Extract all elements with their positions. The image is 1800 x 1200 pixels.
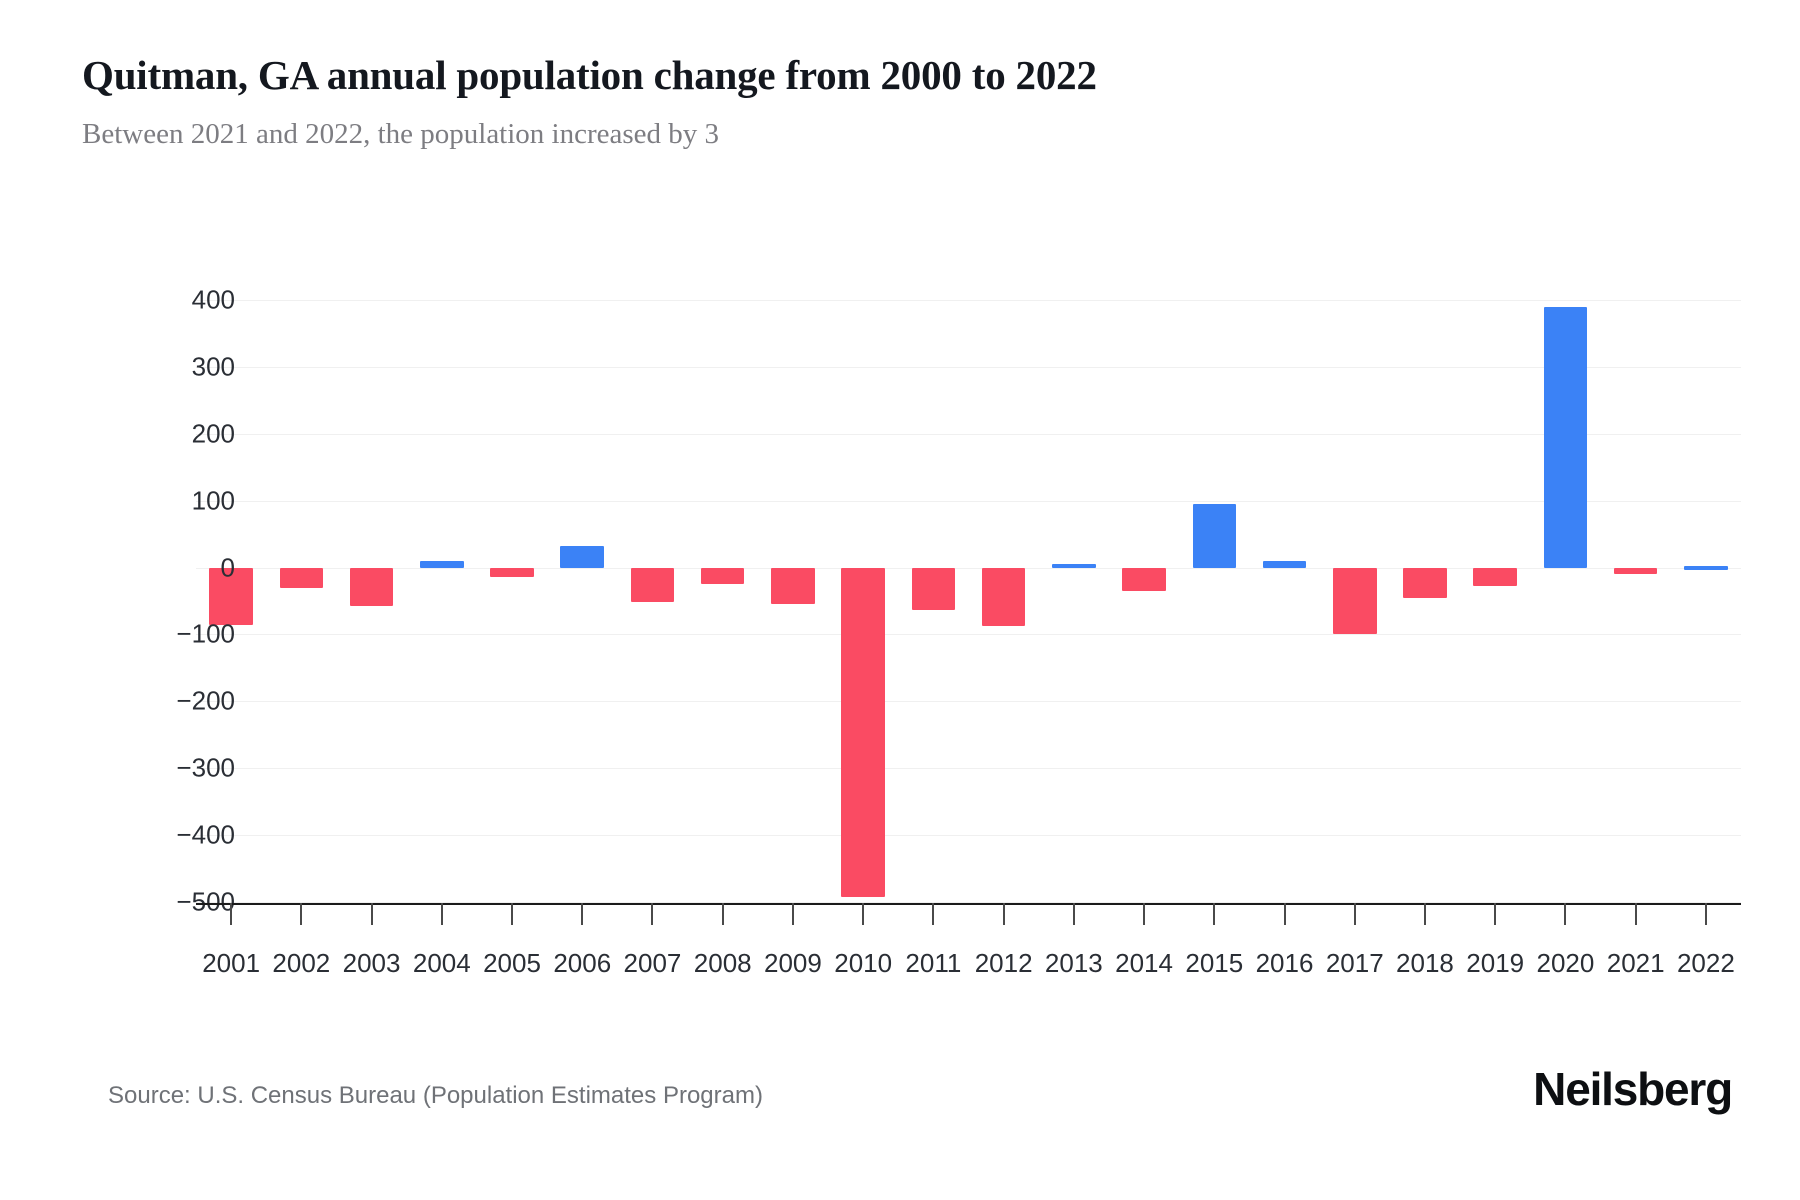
bar-2001[interactable]: [209, 567, 253, 626]
x-axis-tick-mark: [1423, 903, 1426, 925]
gridline: [196, 366, 1741, 368]
x-axis-tick-mark: [721, 903, 724, 925]
gridline: [196, 433, 1741, 435]
x-axis-tick-mark: [1704, 903, 1707, 925]
x-axis-tick-mark: [1213, 903, 1216, 925]
x-axis-tick-mark: [1072, 903, 1075, 925]
x-axis-tick-label-2020: 2020: [1536, 948, 1595, 978]
chart-header: Quitman, GA annual population change fro…: [82, 52, 1682, 152]
bar-2011[interactable]: [911, 567, 956, 610]
gridline: [196, 300, 1741, 301]
x-axis-tick-mark: [1634, 903, 1637, 925]
x-axis-tick-mark: [1353, 903, 1356, 925]
x-axis-tick-label-2012: 2012: [974, 948, 1033, 978]
brand-logo: Neilsberg: [1533, 1063, 1733, 1115]
chart-subtitle: Between 2021 and 2022, the population in…: [82, 118, 720, 151]
x-axis-tick-mark: [511, 903, 514, 925]
bar-2012[interactable]: [981, 567, 1026, 626]
bar-2018[interactable]: [1403, 567, 1447, 598]
x-axis-tick-label-2016: 2016: [1255, 948, 1314, 978]
y-axis-tick-label: −100: [176, 618, 235, 649]
bar-series: [196, 300, 1741, 902]
bar-2004[interactable]: [420, 560, 464, 568]
x-axis-tick-label-2017: 2017: [1325, 948, 1384, 978]
x-axis-tick-mark: [932, 903, 935, 925]
x-axis-tick-mark: [1002, 903, 1005, 925]
x-axis-line: [196, 903, 1741, 905]
x-axis-tick-label-2010: 2010: [834, 948, 893, 978]
y-axis-tick-label: −500: [176, 886, 235, 917]
y-axis-tick-label: 0: [220, 552, 235, 583]
bar-2009[interactable]: [771, 567, 815, 605]
bar-2017[interactable]: [1332, 567, 1377, 635]
x-axis-tick-label-2013: 2013: [1044, 948, 1103, 978]
x-axis-tick-mark: [300, 903, 303, 925]
x-axis-tick-mark: [370, 903, 373, 925]
bar-2021[interactable]: [1613, 567, 1658, 575]
x-axis-tick-label-2003: 2003: [342, 948, 401, 978]
bar-2016[interactable]: [1262, 560, 1307, 568]
bar-2007[interactable]: [630, 567, 675, 603]
x-axis-tick-label-2014: 2014: [1115, 948, 1173, 978]
bar-2013[interactable]: [1052, 564, 1096, 569]
bar-2020[interactable]: [1543, 306, 1588, 568]
gridline: [196, 500, 1741, 502]
source-note: Source: U.S. Census Bureau (Population E…: [108, 1082, 763, 1109]
x-axis-tick-mark: [230, 903, 233, 925]
y-axis-tick-label: 200: [191, 418, 235, 449]
x-axis-tick-mark: [1494, 903, 1497, 925]
bar-2005[interactable]: [490, 567, 534, 577]
gridline: [196, 701, 1741, 703]
x-axis-tick-label-2004: 2004: [412, 948, 471, 978]
bar-chart: [196, 300, 1741, 903]
x-axis-tick-mark: [791, 903, 794, 925]
page-title: Quitman, GA annual population change fro…: [82, 52, 1097, 98]
x-axis-tick-label-2018: 2018: [1396, 948, 1454, 978]
bar-2003[interactable]: [349, 567, 394, 606]
bar-2008[interactable]: [700, 567, 745, 585]
y-axis-tick-label: −400: [176, 819, 235, 850]
y-axis-tick-label: 300: [191, 351, 235, 382]
bar-2022[interactable]: [1684, 565, 1728, 570]
x-axis-tick-mark: [440, 903, 443, 925]
x-axis-tick-label-2021: 2021: [1606, 948, 1665, 978]
y-axis-tick-label: 400: [191, 284, 235, 315]
x-axis-tick-mark: [1143, 903, 1146, 925]
bar-2014[interactable]: [1122, 567, 1166, 591]
y-axis-tick-label: −300: [176, 752, 235, 783]
x-axis-tick-label-2008: 2008: [693, 948, 752, 978]
x-axis-tick-mark: [1283, 903, 1286, 925]
x-axis-tick-label-2005: 2005: [483, 948, 541, 978]
x-axis-tick-label-2015: 2015: [1185, 948, 1244, 978]
x-axis-tick-label-2006: 2006: [553, 948, 612, 978]
y-axis-tick-label: −200: [176, 685, 235, 716]
gridline: [196, 634, 1741, 636]
x-axis-tick-label-2009: 2009: [764, 948, 822, 978]
x-axis-tick-label-2002: 2002: [272, 948, 331, 978]
bar-2006[interactable]: [560, 546, 604, 568]
x-axis-tick-mark: [651, 903, 654, 925]
gridline: [196, 567, 1741, 569]
x-axis-tick-label-2011: 2011: [905, 948, 962, 978]
bar-2019[interactable]: [1473, 567, 1517, 586]
gridline: [196, 835, 1741, 837]
x-axis-tick-label-2019: 2019: [1466, 948, 1525, 978]
x-axis-tick-mark: [581, 903, 584, 925]
bar-2010[interactable]: [841, 567, 885, 897]
x-axis-tick-label-2001: 2001: [202, 948, 261, 978]
bar-2002[interactable]: [279, 567, 324, 588]
x-axis-tick-mark: [862, 903, 865, 925]
x-axis-tick-label-2022: 2022: [1676, 948, 1735, 978]
x-axis-tick-label-2007: 2007: [623, 948, 682, 978]
y-axis-tick-label: 100: [191, 485, 235, 516]
x-axis-tick-mark: [1564, 903, 1567, 925]
gridline: [196, 902, 1741, 903]
bar-2015[interactable]: [1192, 504, 1237, 568]
gridline: [196, 768, 1741, 770]
